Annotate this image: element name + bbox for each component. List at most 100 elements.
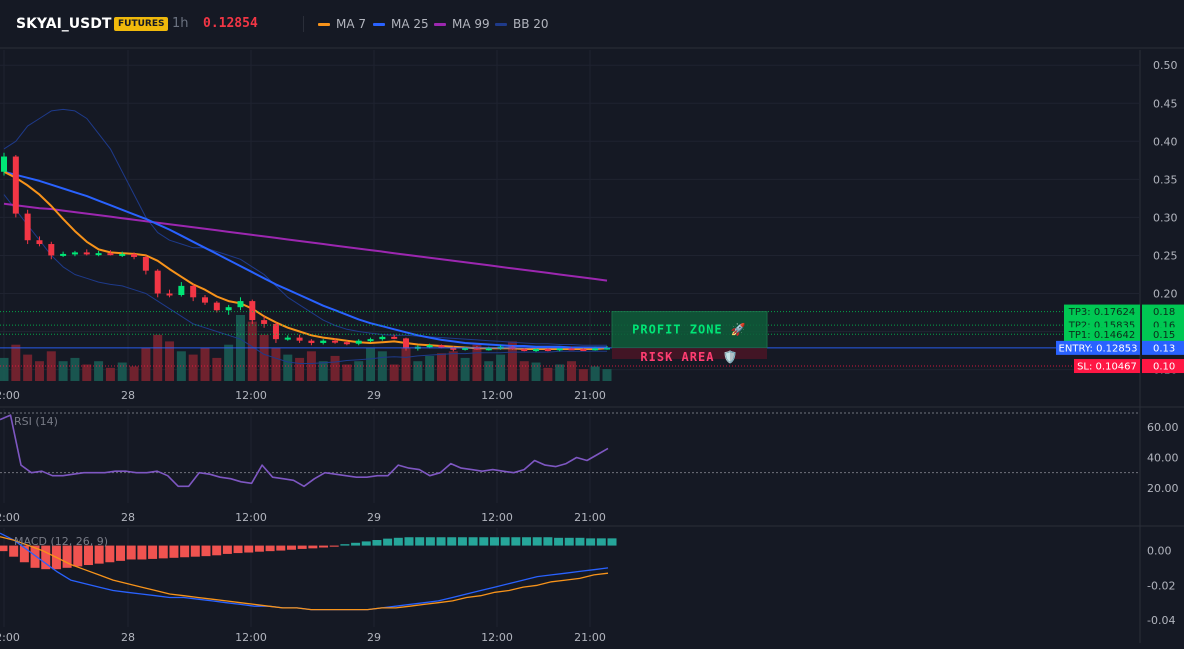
axis-tag-label: 0.16 — [1153, 321, 1175, 332]
level-tag-label: TP1: 0.14642 — [1068, 330, 1135, 341]
timeframe-label[interactable]: 1h — [172, 16, 189, 31]
candle-body[interactable] — [36, 240, 43, 245]
volume-bar — [11, 344, 21, 381]
level-tag-label: ENTRY: 0.12853 — [1059, 343, 1138, 354]
candle-body[interactable] — [320, 340, 327, 343]
candle-body[interactable] — [533, 349, 540, 352]
risk-zone[interactable] — [612, 347, 767, 360]
risk-zone-label: RISK AREA 🛡️ — [640, 350, 738, 364]
candle-body[interactable] — [95, 253, 102, 256]
candle-body[interactable] — [332, 340, 339, 343]
legend-ma7-label: MA 7 — [336, 17, 367, 31]
symbol-name[interactable]: SKYAI_USDT — [16, 16, 112, 32]
volume-bar — [578, 369, 588, 381]
volume-bar — [212, 357, 222, 381]
macd-hist-bar — [94, 545, 104, 564]
candle-body[interactable] — [1, 156, 7, 172]
candle-body[interactable] — [60, 253, 67, 256]
candle-body[interactable] — [107, 253, 114, 256]
candle-body[interactable] — [24, 213, 31, 241]
level-tag-tp[interactable] — [1064, 327, 1140, 342]
macd-hist-bar — [286, 545, 296, 550]
price-tick-label: 0.40 — [1153, 135, 1178, 148]
macd-hist-bar — [351, 542, 361, 546]
candle-body[interactable] — [284, 337, 291, 340]
candle-body[interactable] — [237, 301, 244, 308]
candle-body[interactable] — [521, 349, 528, 352]
candle-body[interactable] — [391, 336, 398, 339]
ma25-line — [3, 170, 607, 349]
candle-body[interactable] — [485, 348, 492, 351]
legend-ma99[interactable]: MA 99 — [434, 15, 490, 33]
macd-hist-bar — [190, 545, 200, 557]
candle-body[interactable] — [355, 340, 362, 344]
volume-bar — [23, 354, 33, 381]
candle-body[interactable] — [225, 307, 232, 311]
legend-ma7[interactable]: MA 7 — [318, 15, 366, 33]
candle-body[interactable] — [71, 252, 78, 255]
candle-body[interactable] — [178, 285, 185, 296]
candle-body[interactable] — [119, 253, 126, 256]
candle-body[interactable] — [213, 302, 220, 311]
macd-hist-bar — [265, 545, 275, 552]
candle-body[interactable] — [544, 349, 551, 352]
macd-hist-bar — [436, 537, 446, 546]
level-tag-label: TP3: 0.17624 — [1068, 307, 1135, 318]
macd-hist-bar — [126, 545, 136, 560]
volume-bar — [436, 353, 446, 381]
bb20-swatch-icon — [495, 23, 507, 26]
level-tag-entry[interactable] — [1056, 340, 1140, 355]
macd-hist-bar — [180, 545, 190, 558]
candle-body[interactable] — [272, 323, 279, 340]
axis-tag-tp — [1142, 304, 1184, 319]
macd-hist-bar — [404, 537, 414, 546]
candle-body[interactable] — [142, 256, 149, 271]
volume-bar — [34, 361, 44, 381]
price-tick-label: 0.45 — [1153, 97, 1178, 110]
macd-hist-bar — [105, 545, 115, 563]
candle-body[interactable] — [403, 338, 409, 349]
volume-bar — [129, 366, 139, 381]
candle-body[interactable] — [48, 244, 55, 256]
candle-body[interactable] — [367, 339, 374, 342]
candle-body[interactable] — [202, 297, 208, 303]
candle-body[interactable] — [556, 348, 563, 351]
profit-zone[interactable] — [611, 311, 768, 349]
candle-body[interactable] — [261, 320, 268, 324]
candle-body[interactable] — [604, 347, 610, 350]
candle-body[interactable] — [426, 345, 433, 348]
candle-body[interactable] — [131, 253, 138, 257]
candle-body[interactable] — [296, 337, 303, 341]
candle-body[interactable] — [379, 336, 386, 340]
profit-zone-label: PROFIT ZONE 🚀 — [632, 323, 747, 337]
candle-body[interactable] — [166, 293, 173, 296]
candle-body[interactable] — [83, 252, 90, 255]
macd-hist-bar — [116, 545, 126, 561]
candle-body[interactable] — [12, 156, 19, 214]
volume-bar — [342, 364, 352, 381]
level-tag-sl[interactable] — [1074, 359, 1140, 374]
legend-ma25[interactable]: MA 25 — [373, 15, 429, 33]
candle-body[interactable] — [580, 349, 587, 352]
candle-body[interactable] — [568, 348, 575, 351]
candle-body[interactable] — [462, 347, 469, 350]
candle-body[interactable] — [473, 347, 480, 350]
candle-body[interactable] — [450, 347, 457, 350]
candle-body[interactable] — [308, 340, 315, 343]
legend-bb20[interactable]: BB 20 — [495, 15, 549, 33]
level-tag-tp[interactable] — [1064, 304, 1140, 319]
candle-body[interactable] — [190, 285, 197, 298]
candle-body[interactable] — [343, 342, 350, 345]
volume-bar — [543, 367, 553, 381]
macd-tick-label: -0.02 — [1147, 579, 1175, 592]
macd-hist-bar — [522, 537, 532, 546]
volume-bar — [484, 361, 494, 381]
volume-bar — [401, 348, 411, 381]
candle-body[interactable] — [154, 270, 161, 294]
candle-body[interactable] — [249, 301, 256, 321]
candle-body[interactable] — [592, 348, 599, 351]
time-tick-label: 29 — [367, 389, 381, 402]
macd-hist-bar — [479, 537, 489, 546]
candle-body[interactable] — [438, 345, 445, 348]
